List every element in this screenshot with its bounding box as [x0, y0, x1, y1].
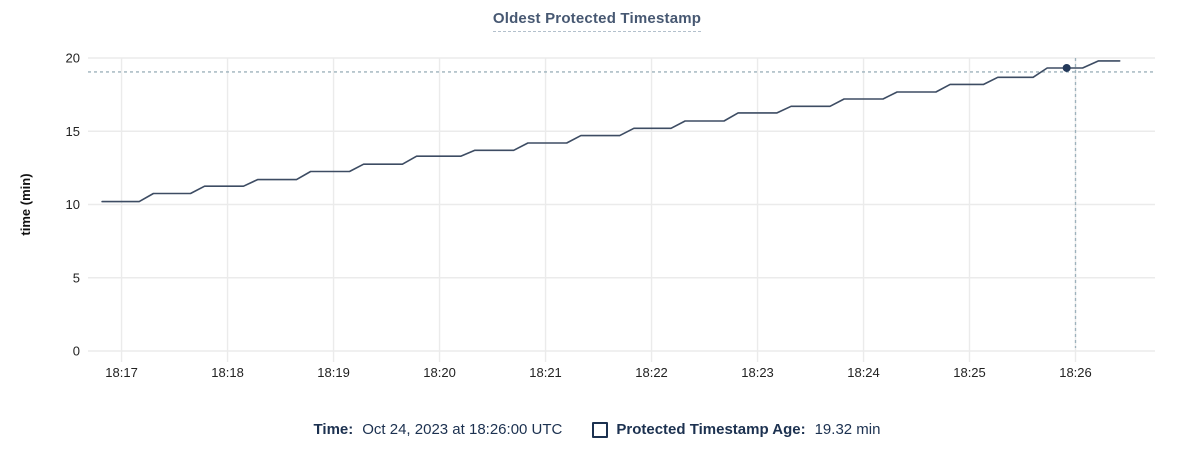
y-tick-label: 15: [66, 124, 80, 139]
y-tick-label: 0: [73, 344, 80, 359]
x-tick-label: 18:20: [423, 365, 456, 380]
hover-dot: [1062, 63, 1071, 72]
x-tick-label: 18:19: [317, 365, 350, 380]
chart-header: Oldest Protected Timestamp: [0, 10, 1194, 32]
x-tick-label: 18:26: [1059, 365, 1092, 380]
y-tick-label: 5: [73, 270, 80, 285]
series-toggle-checkbox[interactable]: [592, 422, 609, 438]
time-label: Time:: [313, 421, 354, 438]
series-line: [101, 60, 1121, 203]
x-tick-label: 18:21: [529, 365, 562, 380]
y-tick-label: 10: [66, 197, 80, 212]
series-value: 19.32 min: [814, 421, 881, 438]
x-tick-label: 18:25: [953, 365, 986, 380]
x-tick-label: 18:18: [211, 365, 244, 380]
series-label: Protected Timestamp Age:: [616, 421, 806, 438]
chart-title[interactable]: Oldest Protected Timestamp: [492, 10, 702, 32]
x-tick-label: 18:22: [635, 365, 668, 380]
chart-canvas[interactable]: 0 5 10 15 20 18:17 18:18 18:19 18:20 18:21 18:22 18…: [0, 0, 1194, 400]
chart-area[interactable]: 0 5 10 15 20 18:17 18:18 18:19 18:20 18:21 18:22 18…: [0, 0, 1194, 400]
y-tick-label: 20: [66, 51, 80, 66]
legend-series-item: Protected Timestamp Age: 19.32 min: [592, 419, 880, 441]
tooltip-legend: Time: Oct 24, 2023 at 18:26:00 UTC Prote…: [0, 419, 1194, 441]
x-tick-label: 18:24: [847, 365, 880, 380]
time-value: Oct 24, 2023 at 18:26:00 UTC: [362, 421, 563, 438]
x-tick-label: 18:23: [741, 365, 774, 380]
y-axis-title: time (min): [18, 173, 33, 235]
x-tick-label: 18:17: [105, 365, 138, 380]
